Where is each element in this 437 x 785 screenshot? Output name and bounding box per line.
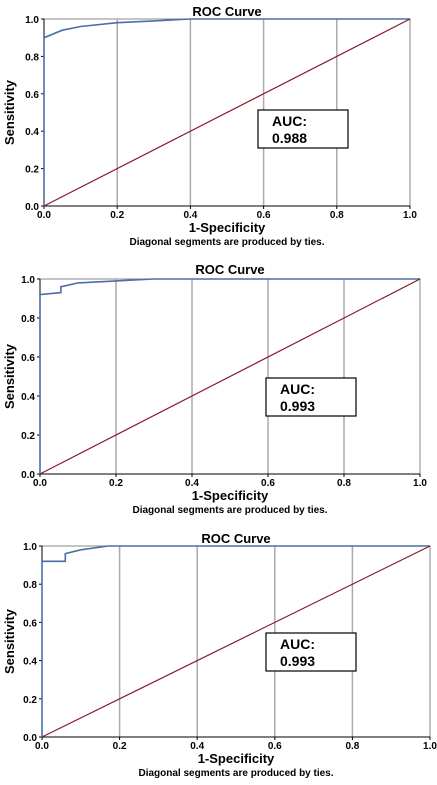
y-tick-label: 1.0 [25, 15, 39, 26]
auc-value: 0.993 [280, 653, 315, 669]
x-axis-label: 1-Specificity [192, 488, 269, 503]
y-tick-label: 0.0 [21, 470, 35, 481]
y-axis-label: Sensitivity [2, 343, 17, 409]
x-tick-label: 0.8 [330, 210, 344, 221]
x-tick-label: 0.6 [257, 210, 271, 221]
chart-title: ROC Curve [201, 531, 270, 546]
x-tick-label: 0.4 [183, 210, 197, 221]
auc-label: AUC: [280, 636, 315, 652]
x-tick-label: 0.8 [345, 741, 359, 752]
y-tick-label: 0.4 [21, 392, 35, 403]
x-tick-label: 0.2 [113, 741, 127, 752]
auc-box [265, 377, 357, 417]
y-tick-label: 0.4 [23, 657, 37, 668]
reference-line [39, 278, 421, 475]
reference-line [43, 18, 411, 207]
x-tick-label: 0.8 [337, 478, 351, 489]
y-tick-label: 0.2 [23, 695, 37, 706]
y-tick-label: 0.2 [25, 165, 39, 176]
auc-value: 0.988 [272, 130, 307, 146]
x-axis-label: 1-Specificity [198, 751, 275, 766]
x-tick-label: 0.6 [268, 741, 282, 752]
x-tick-label: 0.0 [33, 478, 47, 489]
auc-box [257, 109, 349, 149]
x-tick-label: 0.4 [190, 741, 204, 752]
footnote: Diagonal segments are produced by ties. [129, 237, 324, 248]
roc-curve-line [41, 545, 430, 737]
y-tick-label: 0.8 [23, 580, 37, 591]
x-tick-label: 0.2 [110, 210, 124, 221]
x-tick-label: 0.0 [37, 210, 51, 221]
y-tick-label: 1.0 [21, 275, 35, 286]
auc-value: 0.993 [280, 398, 315, 414]
y-tick-label: 0.8 [25, 52, 39, 63]
roc-chart-1: ROC Curve 0.0 0.2 0.4 0.6 0.8 1.0 0.0 0.2 0.4 0.6 0… [2, 4, 417, 248]
chart-title: ROC Curve [192, 4, 261, 19]
footnote: Diagonal segments are produced by ties. [132, 505, 327, 516]
footnote: Diagonal segments are produced by ties. [138, 768, 333, 779]
y-tick-label: 0.0 [25, 202, 39, 213]
x-tick-label: 0.6 [261, 478, 275, 489]
y-tick-label: 0.0 [23, 733, 37, 744]
x-axis-label: 1-Specificity [189, 220, 266, 235]
x-tick-label: 0.2 [109, 478, 123, 489]
roc-curve-line [43, 18, 410, 206]
x-tick-label: 1.0 [403, 210, 417, 221]
y-tick-label: 0.8 [21, 314, 35, 325]
roc-chart-2: ROC Curve 0.0 0.2 0.4 0.6 0.8 1.0 0.0 0.2 0.4 0.6 0… [2, 262, 427, 516]
y-tick-label: 0.6 [21, 353, 35, 364]
y-tick-label: 0.2 [21, 431, 35, 442]
chart-title: ROC Curve [195, 262, 264, 277]
y-tick-label: 1.0 [23, 542, 37, 553]
x-tick-label: 0.0 [35, 741, 49, 752]
x-tick-label: 1.0 [413, 478, 427, 489]
y-axis-label: Sensitivity [2, 79, 17, 145]
roc-curve-line [39, 278, 420, 474]
x-tick-label: 1.0 [423, 741, 437, 752]
reference-line [41, 545, 431, 738]
auc-label: AUC: [280, 381, 315, 397]
roc-chart-3: ROC Curve 0.0 0.2 0.4 0.6 0.8 1.0 0.0 0.2 0.4 0.6 0… [2, 531, 437, 779]
y-axis-label: Sensitivity [2, 608, 17, 674]
auc-box [265, 632, 357, 672]
y-tick-label: 0.4 [25, 127, 39, 138]
auc-label: AUC: [272, 113, 307, 129]
x-tick-label: 0.4 [185, 478, 199, 489]
y-tick-label: 0.6 [23, 618, 37, 629]
y-tick-label: 0.6 [25, 90, 39, 101]
